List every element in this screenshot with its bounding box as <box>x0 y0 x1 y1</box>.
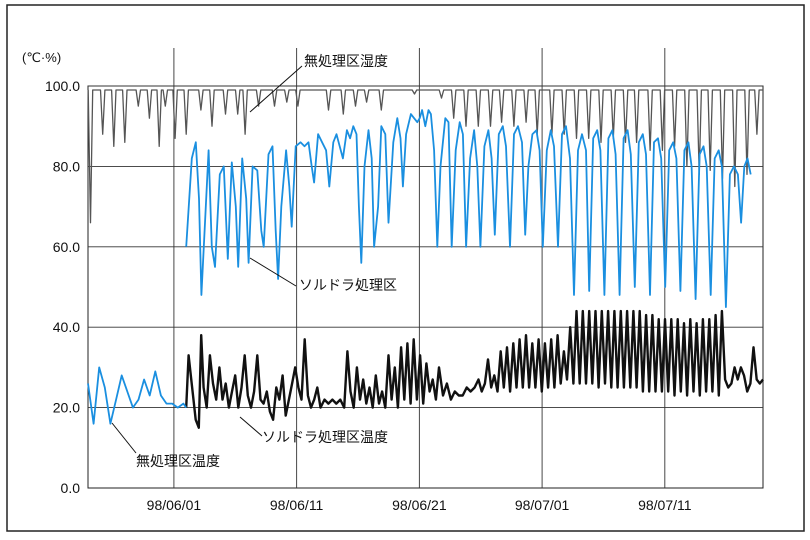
y-tick-label: 100.0 <box>45 78 80 94</box>
annotation-label: ソルドラ処理区温度 <box>262 429 388 445</box>
leader-line <box>239 416 263 437</box>
y-tick-label: 60.0 <box>53 239 80 255</box>
outer-frame <box>6 4 805 532</box>
annotation-label: ソルドラ処理区 <box>299 277 397 293</box>
series-lines <box>87 89 764 429</box>
y-tick-label: 0.0 <box>61 480 81 496</box>
x-tick-label: 98/07/01 <box>515 497 570 513</box>
y-tick-label: 20.0 <box>53 400 80 416</box>
annotation-soldora-temp: ソルドラ処理区温度 <box>239 416 388 445</box>
leader-line <box>249 257 297 287</box>
x-tick-label: 98/06/11 <box>270 497 324 513</box>
leader-line <box>249 65 303 113</box>
x-tick-label: 98/06/21 <box>392 497 447 513</box>
y-tick-labels: 100.0 80.0 60.0 40.0 20.0 0.0 <box>45 78 80 496</box>
series-line-soldora-temp <box>185 309 764 429</box>
y-tick-label: 40.0 <box>53 319 80 335</box>
x-tick-label: 98/07/11 <box>638 497 692 513</box>
series-line-soldora-humidity <box>185 109 752 308</box>
annotation-label: 無処理区温度 <box>136 453 220 469</box>
annotation-soldora-humidity: ソルドラ処理区 <box>249 257 397 293</box>
annotation-label: 無処理区湿度 <box>304 53 388 69</box>
series-line-untreated-temp <box>87 366 187 425</box>
series-line-untreated-humidity <box>87 89 763 224</box>
y-unit-label: (℃·%) <box>22 50 61 65</box>
leader-line <box>111 422 137 454</box>
x-tick-labels: 98/06/01 98/06/11 98/06/21 98/07/01 98/07/11 <box>147 497 692 513</box>
annotation-untreated-temp: 無処理区温度 <box>111 422 220 469</box>
y-tick-label: 80.0 <box>53 158 80 174</box>
annotation-untreated-humidity: 無処理区湿度 <box>249 53 388 113</box>
x-tick-label: 98/06/01 <box>147 497 202 513</box>
